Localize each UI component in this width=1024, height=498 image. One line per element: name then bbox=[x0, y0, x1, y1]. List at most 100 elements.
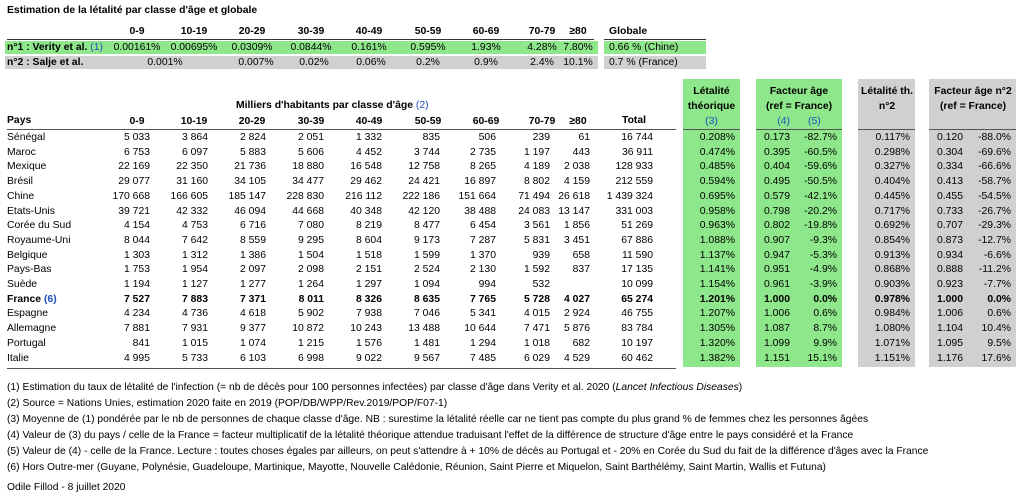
study2-row: n°2 : Salje et al. bbox=[0, 56, 1024, 69]
country-name-text: Espagne bbox=[7, 308, 49, 319]
age-column-header: 0-9 bbox=[129, 116, 145, 127]
facteur2-pct-cell: 17.6% bbox=[981, 353, 1011, 364]
study1-label-ref: (1) bbox=[90, 42, 103, 53]
population-cell: 5 733 bbox=[181, 353, 208, 364]
population-cell: 5 606 bbox=[297, 147, 324, 158]
population-cell: 166 605 bbox=[170, 191, 208, 202]
letalite2-cell: 1.151% bbox=[874, 353, 910, 364]
country-name: Espagne bbox=[7, 307, 48, 320]
facteur-pct-cell: 0.6% bbox=[813, 308, 837, 319]
table-row: Pays-Bas 1 753 1 954 2 097 2 098 2 151 2 524 2 … bbox=[0, 263, 1024, 276]
country-name-text: Italie bbox=[7, 353, 29, 364]
facteur-pct-cell: 9.9% bbox=[813, 338, 837, 349]
country-name: Corée du Sud bbox=[7, 219, 71, 232]
facteur2-cell: 1.095 bbox=[936, 338, 963, 349]
population-cell: 9 173 bbox=[413, 235, 440, 246]
country-name-text: Suède bbox=[7, 279, 38, 290]
population-cell: 7 371 bbox=[239, 294, 266, 305]
country-name-text: Portugal bbox=[7, 338, 46, 349]
letalite-cell: 1.137% bbox=[699, 250, 735, 261]
letalite-cell: 0.695% bbox=[699, 191, 735, 202]
letalite2-cell: 0.717% bbox=[874, 206, 910, 217]
country-name: France (6) bbox=[7, 293, 57, 306]
letalite2-cell: 0.868% bbox=[874, 264, 910, 275]
population-cell: 2 098 bbox=[297, 264, 324, 275]
population-cell: 8 559 bbox=[239, 235, 266, 246]
letalite-header-l2: théorique bbox=[687, 101, 736, 112]
country-name-text: Pays-Bas bbox=[7, 264, 52, 275]
population-cell: 8 011 bbox=[298, 294, 324, 305]
country-name: Mexique bbox=[7, 160, 46, 173]
facteur2-cell: 1.176 bbox=[936, 353, 963, 364]
study1-label: n°1 : Verity et al. (1) bbox=[7, 41, 103, 54]
population-cell: 994 bbox=[478, 279, 496, 290]
footnote-1-journal: Lancet Infectious Diseases bbox=[615, 382, 739, 393]
population-cell: 22 350 bbox=[176, 161, 208, 172]
population-cell: 40 348 bbox=[350, 206, 382, 217]
age-column-header: 30-39 bbox=[297, 116, 325, 127]
population-cell: 8 802 bbox=[523, 176, 550, 187]
population-cell: 658 bbox=[572, 250, 590, 261]
population-cell: 7 931 bbox=[181, 323, 208, 334]
population-cell: 7 881 bbox=[123, 323, 150, 334]
population-cell: 841 bbox=[132, 338, 150, 349]
population-cell: 1 127 bbox=[181, 279, 208, 290]
study1-value: 0.00161% bbox=[113, 42, 161, 53]
study2-value: 0.2% bbox=[416, 57, 440, 68]
age-column-header: 20-29 bbox=[238, 116, 266, 127]
population-cell: 170 668 bbox=[112, 191, 150, 202]
letalite2-cell: 0.404% bbox=[874, 176, 910, 187]
population-cell: 7 471 bbox=[523, 323, 550, 334]
letalite2-cell: 0.903% bbox=[874, 279, 910, 290]
letalite2-header-l1: Létalité th. bbox=[861, 86, 913, 97]
letalite-cell: 1.207% bbox=[699, 308, 735, 319]
main-age-header-row: 0-9 10-19 20-29 30-39 40-49 50-59 60-69 70-79 ≥8… bbox=[0, 115, 1024, 128]
population-cell: 228 830 bbox=[286, 191, 324, 202]
table-row: Suède 1 194 1 127 1 277 1 264 1 297 1 094 994 53… bbox=[0, 278, 1024, 291]
population-cell: 16 548 bbox=[350, 161, 382, 172]
population-cell: 939 bbox=[532, 250, 550, 261]
total-cell: 17 135 bbox=[621, 264, 653, 275]
study1-globale: 0.66 % (Chine) bbox=[609, 42, 679, 53]
population-cell: 2 097 bbox=[239, 264, 266, 275]
table-row: Corée du Sud 4 154 4 753 6 716 7 080 8 219 8 4… bbox=[0, 219, 1024, 232]
letalite2-cell: 0.913% bbox=[874, 250, 910, 261]
population-cell: 29 077 bbox=[118, 176, 150, 187]
population-cell: 42 120 bbox=[408, 206, 440, 217]
population-cell: 4 753 bbox=[181, 220, 208, 231]
study1-value: 0.595% bbox=[410, 42, 446, 53]
age-class-header-row: 0-9 10-19 20-29 30-39 40-49 50-59 60-69 70-79 ≥8… bbox=[0, 25, 1024, 38]
population-cell: 6 716 bbox=[239, 220, 266, 231]
facteur-pct-cell: -82.7% bbox=[804, 132, 837, 143]
facteur2-pct-cell: -29.3% bbox=[978, 220, 1011, 231]
population-cell: 2 735 bbox=[469, 147, 496, 158]
population-cell: 1 194 bbox=[123, 279, 150, 290]
population-cell: 4 618 bbox=[239, 308, 266, 319]
population-cell: 8 477 bbox=[413, 220, 440, 231]
study1-row: n°1 : Verity et al. (1) bbox=[0, 41, 1024, 54]
total-cell: 11 590 bbox=[621, 250, 653, 261]
letalite2-cell: 0.978% bbox=[874, 294, 910, 305]
population-cell: 12 758 bbox=[408, 161, 440, 172]
facteur-pct-cell: -59.6% bbox=[804, 161, 837, 172]
footnote-6: (6) Hors Outre-mer (Guyane, Polynésie, G… bbox=[7, 462, 826, 473]
population-cell: 1 197 bbox=[523, 147, 550, 158]
study2-value: 0.9% bbox=[474, 57, 498, 68]
population-cell: 4 154 bbox=[123, 220, 150, 231]
country-name-text: Brésil bbox=[7, 176, 33, 187]
population-cell: 61 bbox=[578, 132, 590, 143]
study2-value: 10.1% bbox=[563, 57, 593, 68]
facteur-pct-cell: -4.9% bbox=[809, 264, 837, 275]
facteur-cell: 0.395 bbox=[763, 147, 790, 158]
age-column-header: 70-79 bbox=[528, 116, 556, 127]
population-cell: 6 103 bbox=[239, 353, 266, 364]
population-cell: 7 485 bbox=[469, 353, 496, 364]
population-cell: 10 243 bbox=[350, 323, 382, 334]
letalite-cell: 0.474% bbox=[699, 147, 735, 158]
facteur-pct-cell: 0.0% bbox=[813, 294, 837, 305]
age-column-header: 60-69 bbox=[472, 116, 500, 127]
facteur2-header-l2: (ref = France) bbox=[939, 101, 1007, 112]
population-cell: 6 753 bbox=[123, 147, 150, 158]
footnote-1-end: ) bbox=[738, 382, 743, 393]
age-class-header: 70-79 bbox=[528, 26, 556, 37]
